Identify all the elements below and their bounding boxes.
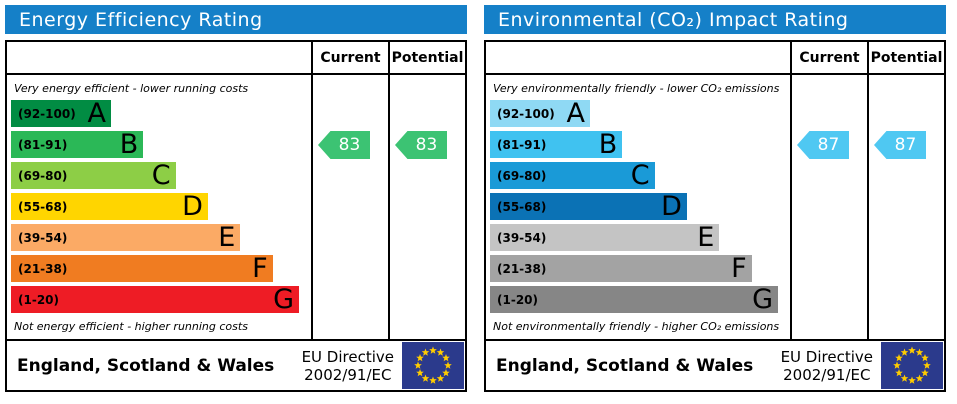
band-bar-B: (81-91) B [490,128,623,160]
bottom-note: Not environmentally friendly - higher CO… [493,320,780,333]
bottom-note: Not energy efficient - higher running co… [14,320,248,333]
band-letter: G [273,283,295,315]
panel-title-bar: Environmental (CO₂) Impact Rating [484,5,946,34]
band-letter: D [661,190,682,222]
band-range: (92-100) [18,106,76,121]
bands-header-cell [7,42,311,75]
band-range: (1-20) [18,292,59,307]
band-row: (69-80) C [490,162,784,193]
panel-title-bar: Energy Efficiency Rating [5,5,467,34]
band-range: (39-54) [18,230,68,245]
band-row: (1-20) G [11,286,305,317]
epc-rating-charts: Energy Efficiency Rating Current Potenti… [5,5,946,392]
panel-footer: England, Scotland & Wales EU Directive 2… [7,339,465,390]
band-letter: F [731,252,747,284]
potential-rating-cell: 87 [867,75,944,339]
band-range: (39-54) [497,230,547,245]
current-rating-arrow: 87 [797,131,849,159]
rating-table: Current Potential Very environmentally f… [484,40,946,392]
potential-rating-cell: 83 [388,75,465,339]
rating-table: Current Potential Very energy efficient … [5,40,467,392]
band-letter: B [598,128,618,160]
band-letter: E [697,221,715,253]
band-letter: C [151,159,171,191]
band-bar-G: (1-20) G [490,283,779,315]
band-range: (69-80) [18,168,68,183]
top-note: Very energy efficient - lower running co… [14,82,249,95]
eu-directive-label: EU Directive 2002/91/EC [301,347,394,384]
band-letter: E [218,221,236,253]
band-bar-E: (39-54) E [490,221,720,253]
current-rating-cell: 87 [790,75,867,339]
band-letter: A [87,97,106,129]
panel-title: Energy Efficiency Rating [19,8,263,31]
band-row: (81-91) B [490,131,784,162]
band-row: (21-38) F [11,255,305,286]
band-letter: G [752,283,774,315]
band-range: (1-20) [497,292,538,307]
band-bar-E: (39-54) E [11,221,241,253]
band-row: (39-54) E [11,224,305,255]
band-row: (92-100) A [490,100,784,131]
band-bar-F: (21-38) F [11,255,273,282]
current-rating-arrow: 83 [318,131,370,159]
band-letter: F [252,252,268,284]
potential-rating-arrow: 83 [395,131,447,159]
eu-flag-icon [402,342,464,389]
top-note: Very environmentally friendly - lower CO… [493,82,780,95]
band-range: (69-80) [497,168,547,183]
panel-footer: England, Scotland & Wales EU Directive 2… [486,339,944,390]
band-range: (21-38) [18,261,68,276]
region-label: England, Scotland & Wales [17,355,275,376]
band-row: (39-54) E [490,224,784,255]
band-range: (55-68) [18,199,68,214]
band-row: (69-80) C [11,162,305,193]
band-bar-B: (81-91) B [11,128,144,160]
band-bar-A: (92-100) A [490,100,590,127]
band-bar-G: (1-20) G [11,283,300,315]
rating-bands: Very environmentally friendly - lower CO… [486,75,790,339]
band-range: (21-38) [497,261,547,276]
potential-rating-arrow: 87 [874,131,926,159]
eu-directive-label: EU Directive 2002/91/EC [780,347,873,384]
band-bar-A: (92-100) A [11,100,111,127]
band-bar-F: (21-38) F [490,255,752,282]
environmental-impact-panel: Environmental (CO₂) Impact Rating Curren… [484,5,946,392]
band-row: (21-38) F [490,255,784,286]
band-bar-C: (69-80) C [11,162,176,189]
band-bar-D: (55-68) D [11,193,208,220]
band-row: (55-68) D [11,193,305,224]
current-column-header: Current [790,42,867,75]
band-range: (55-68) [497,199,547,214]
band-bar-C: (69-80) C [490,162,655,189]
band-range: (81-91) [18,137,68,152]
energy-efficiency-panel: Energy Efficiency Rating Current Potenti… [5,5,467,392]
band-letter: B [119,128,139,160]
band-list: (92-100) A (81-91) B (69-80) C (55-68) D (39-54)… [490,100,784,317]
rating-bands: Very energy efficient - lower running co… [7,75,311,339]
region-label: England, Scotland & Wales [496,355,754,376]
current-rating-cell: 83 [311,75,388,339]
band-range: (81-91) [497,137,547,152]
band-bar-D: (55-68) D [490,193,687,220]
potential-column-header: Potential [388,42,465,75]
eu-flag-icon [881,342,943,389]
band-range: (92-100) [497,106,555,121]
current-column-header: Current [311,42,388,75]
band-row: (81-91) B [11,131,305,162]
panel-title: Environmental (CO₂) Impact Rating [498,8,849,31]
band-list: (92-100) A (81-91) B (69-80) C (55-68) D (39-54)… [11,100,305,317]
bands-header-cell [486,42,790,75]
band-row: (1-20) G [490,286,784,317]
band-letter: A [566,97,585,129]
band-letter: D [182,190,203,222]
band-letter: C [630,159,650,191]
potential-column-header: Potential [867,42,944,75]
band-row: (55-68) D [490,193,784,224]
band-row: (92-100) A [11,100,305,131]
